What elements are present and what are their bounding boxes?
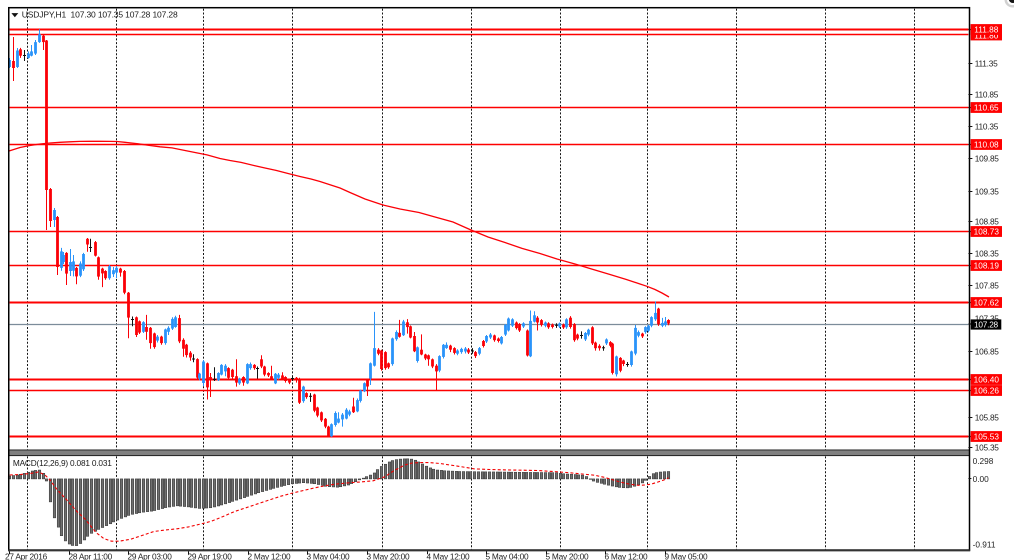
svg-text:110.35: 110.35 xyxy=(975,121,999,131)
svg-text:0.298: 0.298 xyxy=(973,456,994,466)
svg-text:9 May 05:00: 9 May 05:00 xyxy=(665,551,709,560)
svg-text:29 Apr 03:00: 29 Apr 03:00 xyxy=(128,551,173,560)
svg-text:27 Apr 2016: 27 Apr 2016 xyxy=(5,551,48,560)
svg-text:110.08: 110.08 xyxy=(974,139,999,149)
svg-text:106.40: 106.40 xyxy=(974,374,1000,384)
svg-text:5 May 04:00: 5 May 04:00 xyxy=(486,551,530,560)
svg-text:105.85: 105.85 xyxy=(975,412,1000,422)
svg-text:107.85: 107.85 xyxy=(975,280,1000,290)
svg-text:108.35: 108.35 xyxy=(975,248,1000,258)
svg-text:106.26: 106.26 xyxy=(974,385,1000,395)
svg-text:29 Apr 19:00: 29 Apr 19:00 xyxy=(188,551,233,560)
svg-text:107.35: 107.35 xyxy=(975,313,1000,323)
svg-text:2 May 12:00: 2 May 12:00 xyxy=(248,551,292,560)
svg-text:-0.911: -0.911 xyxy=(973,539,996,549)
svg-text:28 Apr 11:00: 28 Apr 11:00 xyxy=(69,551,113,560)
svg-text:107.62: 107.62 xyxy=(974,297,1000,307)
svg-text:109.85: 109.85 xyxy=(975,153,1000,163)
svg-text:110.65: 110.65 xyxy=(974,102,999,112)
svg-text:5 May 20:00: 5 May 20:00 xyxy=(546,551,590,560)
svg-text:108.19: 108.19 xyxy=(974,260,1000,270)
svg-text:6 May 12:00: 6 May 12:00 xyxy=(605,551,649,560)
svg-text:MACD(12,26,9) 0.081 0.031: MACD(12,26,9) 0.081 0.031 xyxy=(13,458,112,468)
svg-text:3 May 04:00: 3 May 04:00 xyxy=(307,551,351,560)
svg-text:3 May 20:00: 3 May 20:00 xyxy=(367,551,411,560)
svg-text:110.85: 110.85 xyxy=(975,89,999,99)
svg-text:0.00: 0.00 xyxy=(973,474,990,484)
svg-text:111.80: 111.80 xyxy=(974,31,999,41)
svg-text:105.35: 105.35 xyxy=(975,442,1000,452)
svg-text:4 May 12:00: 4 May 12:00 xyxy=(427,551,471,560)
svg-text:108.73: 108.73 xyxy=(974,226,1000,236)
svg-text:106.85: 106.85 xyxy=(975,346,1000,356)
svg-text:105.53: 105.53 xyxy=(974,431,1000,441)
svg-text:111.88: 111.88 xyxy=(974,24,999,34)
svg-text:107.28: 107.28 xyxy=(974,320,999,330)
svg-text:111.35: 111.35 xyxy=(975,58,998,68)
svg-text:109.35: 109.35 xyxy=(975,186,1000,196)
svg-text:108.85: 108.85 xyxy=(975,216,1000,226)
svg-text:USDJPY,H1 107.30 107.35 107.2: USDJPY,H1 107.30 107.35 107.28 107.28 xyxy=(22,10,178,20)
